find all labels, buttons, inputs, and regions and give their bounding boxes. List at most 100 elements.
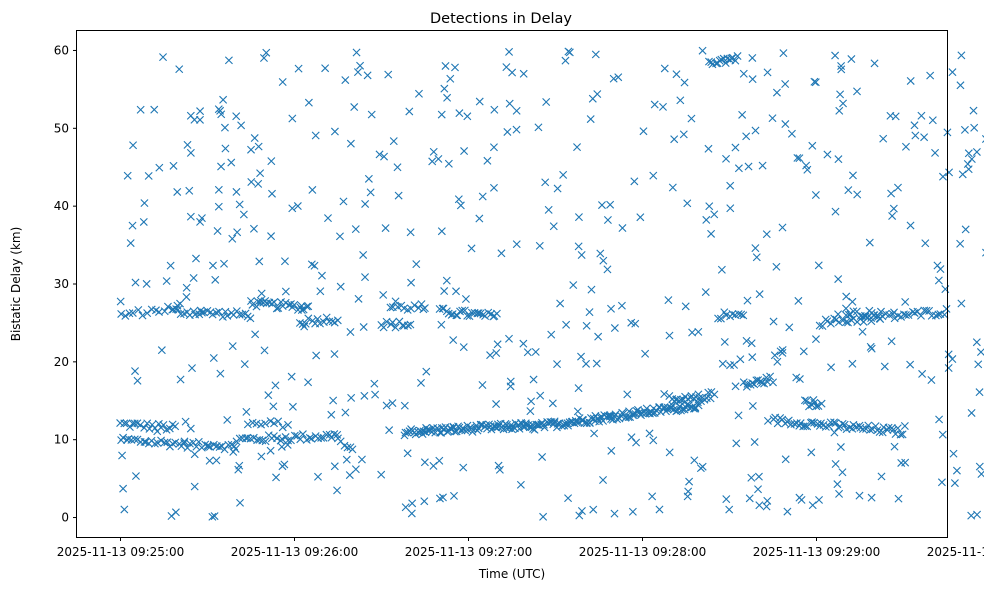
data-point (221, 144, 230, 153)
data-point (720, 337, 729, 346)
data-point (483, 156, 492, 165)
data-point (129, 141, 138, 150)
data-point (293, 202, 302, 211)
data-point (527, 397, 536, 406)
data-point (429, 147, 438, 156)
data-point (450, 491, 458, 500)
data-point (838, 468, 847, 477)
data-point (437, 320, 446, 329)
data-point (384, 70, 393, 79)
data-point (232, 112, 241, 121)
data-point (435, 494, 444, 503)
data-point (456, 307, 465, 316)
data-point (867, 493, 876, 502)
data-point (888, 211, 897, 220)
data-point (223, 415, 232, 424)
data-point (475, 214, 484, 223)
data-point (618, 224, 627, 233)
data-point (770, 351, 779, 360)
data-point (505, 47, 514, 56)
data-point (700, 395, 709, 404)
data-point (214, 307, 223, 316)
data-point (489, 183, 498, 192)
data-point (283, 440, 292, 449)
data-point (304, 378, 313, 387)
data-point (826, 319, 835, 328)
data-point (287, 372, 296, 381)
data-point (877, 472, 886, 481)
data-point (766, 372, 775, 381)
data-point (926, 71, 935, 80)
data-point (676, 96, 685, 105)
data-point (407, 278, 416, 287)
data-point (174, 305, 183, 314)
data-point (801, 422, 810, 431)
data-point (327, 410, 336, 419)
data-point (752, 253, 761, 262)
data-point (304, 314, 313, 323)
data-point (763, 416, 772, 425)
data-point (182, 283, 191, 292)
data-point (748, 75, 757, 84)
data-point (354, 294, 363, 303)
data-point (931, 148, 940, 157)
data-point (405, 107, 414, 116)
data-point (440, 84, 449, 93)
data-point (747, 473, 756, 482)
data-point (242, 407, 251, 416)
data-point (599, 475, 608, 484)
data-point (743, 296, 752, 305)
data-point (549, 222, 558, 231)
data-point (974, 360, 983, 369)
data-point (186, 212, 195, 221)
data-point (280, 460, 289, 469)
data-point (731, 143, 740, 152)
data-point (707, 58, 716, 67)
data-point (160, 307, 169, 316)
data-point (734, 310, 743, 319)
data-point (186, 148, 195, 157)
data-point (793, 153, 802, 162)
data-point (460, 306, 469, 315)
data-point (802, 396, 811, 405)
data-point (333, 486, 342, 495)
data-point (403, 321, 412, 330)
data-point (363, 71, 372, 80)
data-point (672, 70, 681, 79)
data-point (296, 435, 305, 444)
data-point (277, 442, 286, 451)
data-point (350, 103, 359, 112)
data-point (512, 125, 521, 134)
data-point (842, 304, 850, 313)
data-point (497, 249, 506, 258)
data-point (205, 456, 214, 465)
data-point (681, 302, 690, 311)
x-axis: 2025-11-13 09:25:00 2025-11-13 09:26:00 20… (57, 537, 984, 559)
data-point (451, 63, 459, 72)
data-point (268, 189, 276, 198)
data-point (119, 484, 128, 493)
data-point (842, 292, 851, 301)
data-point (131, 472, 140, 481)
data-point (463, 112, 472, 121)
data-point (921, 239, 930, 248)
data-point (542, 98, 551, 107)
data-point (330, 350, 339, 359)
data-point (261, 297, 270, 306)
data-point (769, 378, 778, 387)
data-point (572, 418, 581, 427)
data-point (712, 59, 721, 68)
data-point (867, 317, 876, 326)
data-point (220, 259, 229, 268)
data-point (379, 323, 388, 332)
data-point (314, 472, 322, 481)
data-point (420, 458, 429, 467)
data-point (748, 53, 757, 62)
data-point (307, 260, 316, 269)
data-point (870, 59, 879, 68)
data-point (956, 239, 965, 248)
data-point (628, 507, 637, 516)
data-point (627, 318, 636, 327)
data-point (357, 455, 366, 464)
